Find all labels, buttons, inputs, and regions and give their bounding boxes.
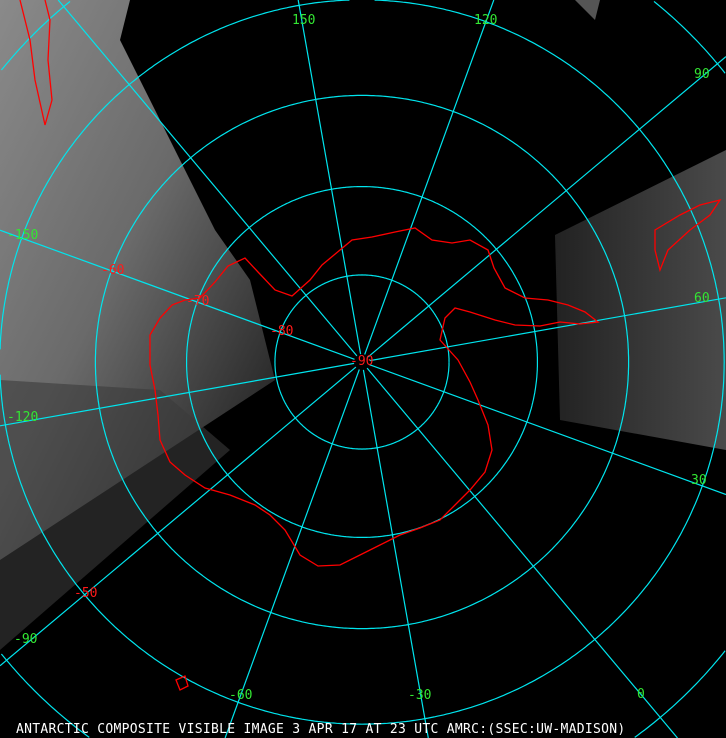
satellite-swath-east — [555, 150, 726, 450]
image-caption: ANTARCTIC COMPOSITE VISIBLE IMAGE 3 APR … — [16, 722, 626, 737]
meridian-line — [0, 366, 357, 667]
satellite-swath-top-right — [575, 0, 600, 20]
meridian-line — [362, 369, 429, 738]
antarctica-coastline — [149, 227, 600, 567]
longitude-label: -60 — [229, 688, 253, 703]
meridian-line — [0, 362, 355, 427]
meridian-line — [0, 229, 355, 360]
coastline — [19, 0, 722, 691]
longitude-label: 90 — [694, 67, 710, 82]
meridian-line — [224, 369, 360, 738]
longitude-label: -30 — [408, 688, 432, 703]
longitude-label: -120 — [7, 410, 39, 425]
latitude-label: -80 — [270, 324, 294, 339]
longitude-label: -150 — [7, 228, 39, 243]
latitude-circle — [274, 274, 450, 450]
south-america-coastline — [19, 0, 53, 126]
meridian-line — [369, 364, 726, 496]
latitude-label: -50 — [74, 586, 98, 601]
meridian-line — [57, 0, 358, 357]
longitude-label: 30 — [691, 473, 707, 488]
latitude-label: -70 — [186, 294, 210, 309]
latitude-circle — [186, 186, 538, 538]
longitude-label: -90 — [14, 632, 38, 647]
meridian-line — [369, 297, 726, 362]
satellite-swath-west-lower — [0, 380, 230, 650]
meridian-line — [366, 367, 678, 738]
longitude-label: 60 — [694, 291, 710, 306]
meridian-line — [297, 0, 362, 355]
latitude-label: -90 — [350, 354, 374, 369]
meridian-line — [364, 0, 495, 355]
meridian-line — [367, 56, 726, 358]
latitude-circle — [94, 94, 630, 630]
longitude-label: 0 — [637, 687, 645, 702]
island-coastline — [654, 198, 722, 273]
longitude-label: 120 — [474, 13, 498, 28]
island-coastline — [175, 675, 189, 691]
longitude-label: 150 — [292, 13, 316, 28]
latitude-label: -60 — [101, 263, 125, 278]
